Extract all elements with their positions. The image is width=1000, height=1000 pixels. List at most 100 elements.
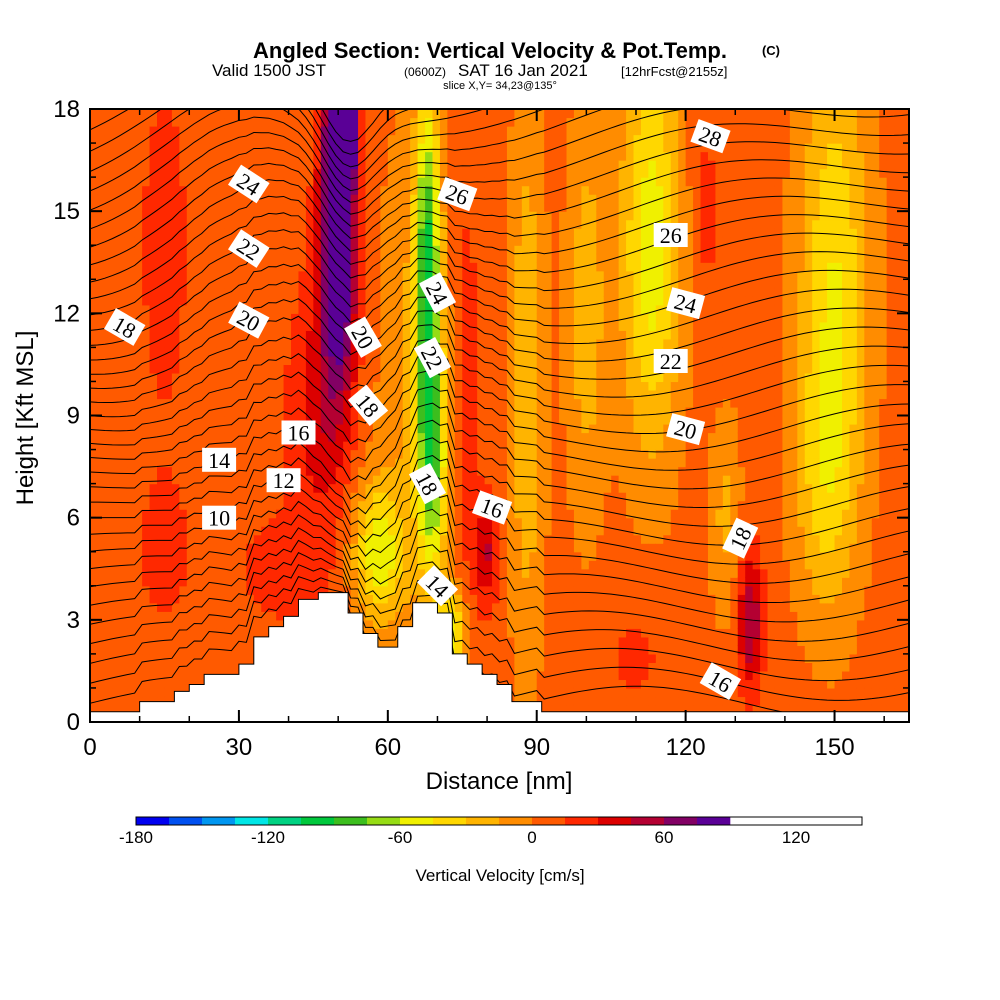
velocity-cell [492, 270, 501, 280]
velocity-cell [291, 492, 300, 502]
velocity-cell [186, 662, 195, 672]
velocity-cell [97, 602, 106, 612]
velocity-cell [216, 109, 225, 119]
velocity-cell [112, 296, 121, 306]
velocity-cell [179, 330, 188, 340]
velocity-cell [551, 543, 560, 553]
velocity-cell [402, 432, 411, 442]
velocity-cell [454, 364, 463, 374]
velocity-cell [134, 526, 143, 536]
velocity-cell [514, 653, 523, 663]
velocity-cell [164, 168, 173, 178]
velocity-cell [596, 134, 605, 144]
velocity-cell [134, 347, 143, 357]
velocity-cell [142, 236, 151, 246]
velocity-cell [544, 636, 553, 646]
velocity-cell [90, 636, 99, 646]
velocity-cell [588, 296, 597, 306]
velocity-cell [127, 177, 136, 187]
velocity-cell [350, 372, 359, 383]
velocity-cell [387, 296, 396, 306]
velocity-cell [432, 313, 441, 323]
velocity-cell [365, 466, 374, 476]
velocity-cell [127, 466, 136, 476]
velocity-cell [544, 526, 553, 536]
velocity-cell [149, 560, 158, 570]
velocity-cell [372, 441, 381, 451]
velocity-cell [581, 304, 590, 314]
velocity-cell [149, 679, 158, 689]
velocity-cell [134, 466, 143, 476]
velocity-cell [499, 602, 508, 612]
velocity-cell [276, 321, 285, 331]
velocity-cell [112, 628, 121, 638]
velocity-cell [350, 449, 359, 459]
velocity-cell [224, 185, 233, 195]
velocity-cell [559, 347, 568, 357]
velocity-cell [224, 415, 233, 425]
velocity-cell [402, 347, 411, 357]
velocity-cell [276, 500, 285, 510]
velocity-cell [477, 279, 486, 289]
velocity-cell [551, 611, 560, 621]
velocity-cell [588, 228, 597, 238]
velocity-cell [276, 355, 285, 366]
velocity-cell [477, 355, 486, 366]
velocity-cell [209, 560, 218, 570]
velocity-cell [477, 372, 486, 383]
velocity-cell [596, 347, 605, 357]
velocity-cell [358, 517, 367, 527]
velocity-cell [209, 432, 218, 442]
velocity-cell [127, 679, 136, 689]
velocity-cell [216, 168, 225, 178]
velocity-cell [253, 594, 262, 604]
velocity-cell [447, 143, 456, 153]
velocity-cell [164, 636, 173, 646]
velocity-cell [97, 194, 106, 204]
velocity-cell [536, 670, 545, 681]
velocity-cell [544, 304, 553, 314]
velocity-cell [410, 304, 419, 314]
velocity-cell [387, 475, 396, 485]
velocity-cell [320, 458, 329, 468]
velocity-cell [425, 543, 434, 553]
velocity-cell [365, 185, 374, 195]
velocity-cell [395, 509, 404, 519]
velocity-cell [119, 194, 128, 204]
velocity-cell [454, 432, 463, 442]
velocity-cell [253, 389, 262, 400]
velocity-cell [499, 279, 508, 289]
velocity-cell [90, 679, 99, 689]
velocity-cell [112, 270, 121, 280]
velocity-cell [224, 560, 233, 570]
velocity-cell [380, 279, 389, 289]
velocity-cell [209, 585, 218, 595]
velocity-cell [521, 211, 530, 221]
velocity-cell [90, 415, 99, 425]
forecast-label: [12hrFcst@2155z] [621, 64, 727, 79]
velocity-cell [432, 500, 441, 510]
velocity-cell [276, 236, 285, 246]
velocity-cell [462, 364, 471, 374]
velocity-cell [410, 236, 419, 246]
velocity-cell [581, 406, 590, 417]
velocity-cell [365, 432, 374, 442]
velocity-cell [238, 492, 247, 502]
velocity-cell [112, 509, 121, 519]
velocity-cell [201, 500, 210, 510]
velocity-cell [127, 185, 136, 195]
velocity-cell [521, 117, 530, 127]
velocity-cell [425, 517, 434, 527]
velocity-cell [201, 415, 210, 425]
velocity-cell [216, 236, 225, 246]
velocity-cell [544, 492, 553, 502]
velocity-cell [142, 151, 151, 161]
velocity-cell [149, 304, 158, 314]
velocity-cell [179, 466, 188, 476]
velocity-cell [596, 568, 605, 578]
velocity-cell [477, 619, 486, 629]
velocity-cell [149, 126, 158, 136]
velocity-cell [283, 126, 292, 136]
velocity-cell [313, 560, 322, 570]
velocity-cell [246, 483, 255, 493]
